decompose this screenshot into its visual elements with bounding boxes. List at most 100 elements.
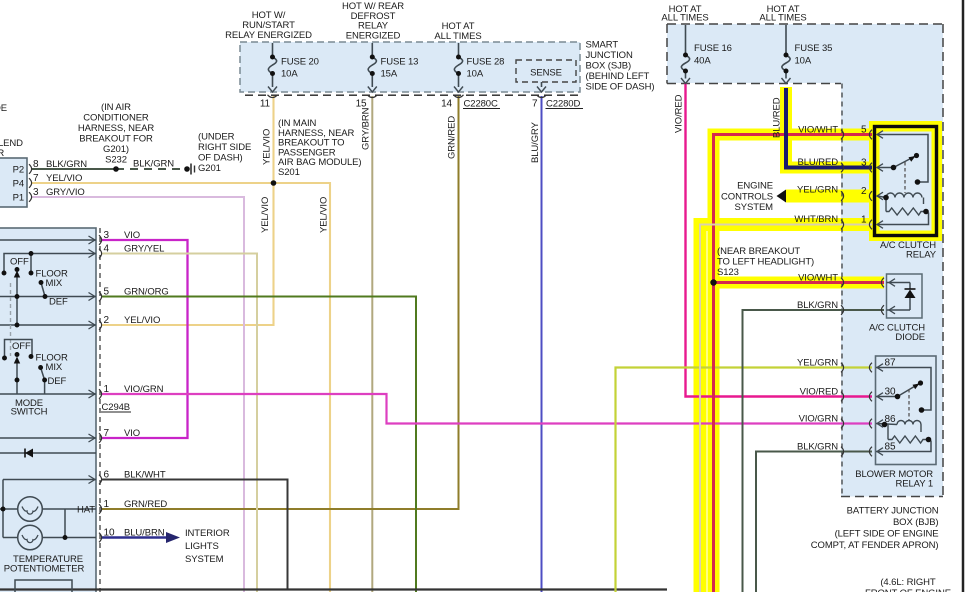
svg-text:15A: 15A	[381, 69, 398, 80]
svg-text:TO LEFT HEADLIGHT): TO LEFT HEADLIGHT)	[717, 257, 814, 268]
svg-text:85: 85	[885, 442, 896, 453]
svg-text:7: 7	[532, 99, 538, 110]
svg-text:DE: DE	[0, 103, 7, 114]
svg-text:CONDITIONER: CONDITIONER	[83, 113, 149, 124]
svg-text:RELAY ENERGIZED: RELAY ENERGIZED	[225, 30, 312, 41]
svg-text:3: 3	[33, 187, 39, 198]
svg-text:1: 1	[104, 499, 110, 510]
svg-text:10A: 10A	[467, 69, 484, 80]
svg-text:VIO: VIO	[124, 428, 140, 439]
svg-text:FRONT OF ENGINE: FRONT OF ENGINE	[865, 588, 951, 592]
svg-text:RUN/START: RUN/START	[242, 20, 295, 31]
svg-text:BLK/GRN: BLK/GRN	[797, 442, 838, 453]
svg-text:3: 3	[104, 230, 110, 241]
svg-text:SENSE: SENSE	[530, 68, 562, 79]
svg-text:BREAKOUT TO: BREAKOUT TO	[278, 138, 344, 149]
svg-text:10A: 10A	[795, 56, 812, 67]
svg-text:LEND: LEND	[0, 138, 23, 149]
svg-text:BOX (BJB): BOX (BJB)	[893, 517, 939, 528]
svg-text:BLU/BRN: BLU/BRN	[124, 528, 165, 539]
svg-text:HOT AT: HOT AT	[669, 4, 702, 15]
svg-text:SYSTEM: SYSTEM	[185, 554, 224, 565]
svg-text:YEL/VIO: YEL/VIO	[260, 197, 271, 233]
svg-text:(NEAR BREAKOUT: (NEAR BREAKOUT	[717, 246, 800, 257]
svg-text:YEL/VIO: YEL/VIO	[319, 197, 330, 233]
svg-text:4: 4	[104, 244, 110, 255]
svg-text:DIODE: DIODE	[895, 332, 925, 343]
svg-text:GRN/RED: GRN/RED	[124, 499, 167, 510]
svg-text:S232: S232	[105, 155, 127, 166]
svg-text:SWITCH: SWITCH	[11, 407, 48, 418]
svg-text:30: 30	[885, 387, 896, 398]
svg-text:DEFROST: DEFROST	[351, 11, 396, 22]
svg-text:GRN/RED: GRN/RED	[447, 116, 458, 159]
svg-text:RELAY 1: RELAY 1	[896, 479, 934, 490]
svg-text:S201: S201	[278, 167, 300, 178]
svg-text:HARNESS, NEAR: HARNESS, NEAR	[278, 128, 355, 139]
svg-text:VIO/RED: VIO/RED	[800, 387, 839, 398]
svg-text:YEL/GRN: YEL/GRN	[797, 358, 838, 369]
svg-text:VIO/RED: VIO/RED	[674, 94, 685, 133]
svg-text:(4.6L: RIGHT: (4.6L: RIGHT	[880, 577, 936, 588]
svg-text:RIGHT SIDE: RIGHT SIDE	[198, 142, 251, 153]
svg-text:14: 14	[441, 99, 452, 110]
svg-text:HAT: HAT	[77, 505, 95, 516]
svg-text:(IN AIR: (IN AIR	[101, 102, 131, 113]
svg-text:FUSE 16: FUSE 16	[694, 43, 732, 54]
svg-text:BLK/GRN: BLK/GRN	[133, 159, 174, 170]
svg-text:1: 1	[861, 215, 867, 226]
svg-text:JUNCTION: JUNCTION	[586, 50, 633, 61]
svg-text:5: 5	[861, 125, 867, 136]
svg-text:FUSE 13: FUSE 13	[381, 57, 419, 68]
svg-text:8: 8	[33, 159, 39, 170]
svg-text:BOX (SJB): BOX (SJB)	[586, 61, 632, 72]
svg-text:YEL/VIO: YEL/VIO	[46, 173, 82, 184]
svg-text:P2: P2	[13, 165, 24, 176]
svg-text:86: 86	[885, 414, 896, 425]
svg-text:C2280C: C2280C	[464, 99, 498, 110]
svg-text:ALL TIMES: ALL TIMES	[661, 13, 708, 24]
svg-text:CONTROLS: CONTROLS	[721, 191, 773, 202]
svg-text:VIO/WHT: VIO/WHT	[798, 273, 838, 284]
svg-text:3: 3	[861, 158, 867, 169]
svg-text:SIDE OF DASH): SIDE OF DASH)	[586, 82, 655, 93]
svg-text:YEL/GRN: YEL/GRN	[797, 185, 838, 196]
svg-text:GRY/VIO: GRY/VIO	[46, 187, 85, 198]
svg-text:ENGINE: ENGINE	[737, 181, 773, 192]
svg-text:FLOOR: FLOOR	[36, 353, 68, 364]
svg-text:POTENTIOMETER: POTENTIOMETER	[4, 564, 85, 575]
svg-text:10A: 10A	[281, 69, 298, 80]
svg-text:RELAY: RELAY	[358, 21, 389, 32]
svg-text:FUSE 20: FUSE 20	[281, 57, 319, 68]
svg-text:DEF: DEF	[48, 376, 67, 387]
svg-text:G201): G201)	[103, 144, 129, 155]
svg-text:OF DASH): OF DASH)	[198, 153, 243, 164]
svg-text:A/C CLUTCH: A/C CLUTCH	[880, 240, 936, 251]
svg-text:BLK/WHT: BLK/WHT	[124, 470, 166, 481]
svg-text:BLK/GRN: BLK/GRN	[46, 159, 87, 170]
svg-text:TEMPERATURE: TEMPERATURE	[13, 554, 83, 565]
svg-text:HOT W/ REAR: HOT W/ REAR	[342, 1, 404, 12]
svg-text:10: 10	[104, 528, 115, 539]
svg-text:S123: S123	[717, 267, 739, 278]
svg-text:HOT AT: HOT AT	[767, 4, 800, 15]
svg-text:COMPT, AT FENDER APRON): COMPT, AT FENDER APRON)	[811, 540, 939, 551]
svg-text:DEF: DEF	[49, 297, 68, 308]
svg-text:A/C CLUTCH: A/C CLUTCH	[869, 323, 925, 334]
svg-text:7: 7	[104, 428, 110, 439]
svg-text:SMART: SMART	[586, 40, 619, 51]
svg-text:(LEFT SIDE OF ENGINE: (LEFT SIDE OF ENGINE	[835, 529, 939, 540]
svg-text:P1: P1	[13, 193, 24, 204]
svg-text:GRN/ORG: GRN/ORG	[124, 287, 169, 298]
svg-text:SYSTEM: SYSTEM	[735, 202, 774, 213]
svg-text:VIO/WHT: VIO/WHT	[798, 125, 838, 136]
svg-text:VIO: VIO	[124, 230, 140, 241]
svg-text:FUSE 35: FUSE 35	[795, 43, 833, 54]
svg-text:BLK/GRN: BLK/GRN	[797, 300, 838, 311]
svg-text:YEL/VIO: YEL/VIO	[262, 129, 273, 165]
svg-text:C294B: C294B	[102, 402, 131, 413]
svg-text:RELAY: RELAY	[906, 250, 937, 261]
svg-text:87: 87	[885, 358, 896, 369]
svg-text:BREAKOUT FOR: BREAKOUT FOR	[79, 134, 153, 145]
svg-text:BLOWER MOTOR: BLOWER MOTOR	[855, 469, 933, 480]
